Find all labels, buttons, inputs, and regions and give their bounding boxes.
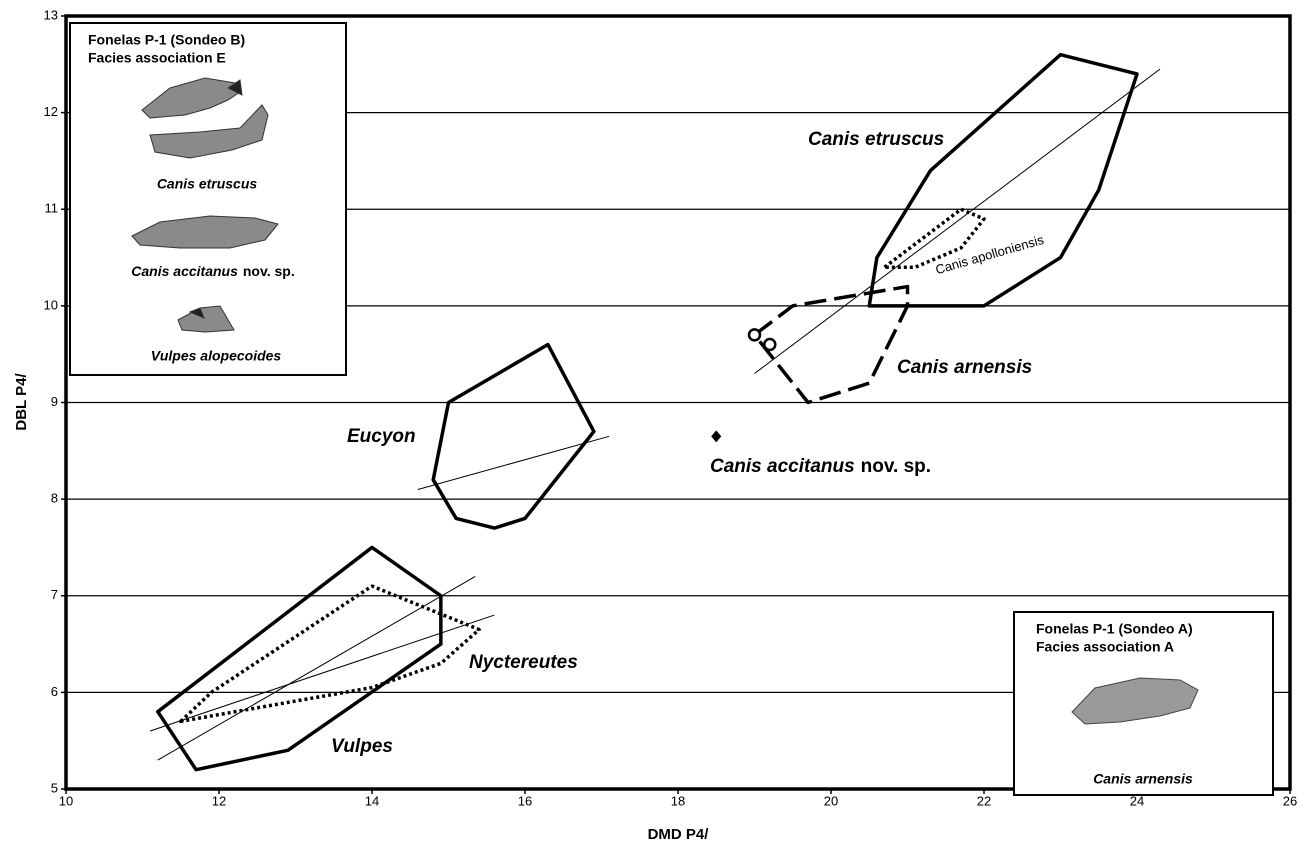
series-name: Canis arnensis xyxy=(897,357,1032,378)
x-tick-label: 12 xyxy=(212,793,226,808)
regression-line xyxy=(418,436,609,489)
series-name: Canis accitanus xyxy=(710,456,855,477)
regression-line xyxy=(150,615,494,731)
caption-name: Canis accitanus xyxy=(131,263,238,279)
range-polygon xyxy=(869,55,1137,306)
x-tick-label: 14 xyxy=(365,793,379,808)
y-tick-label: 7 xyxy=(51,587,58,602)
range-polygon xyxy=(433,345,594,529)
series-name: Vulpes xyxy=(331,736,393,757)
series-label: Eucyon xyxy=(347,426,416,447)
y-tick-label: 5 xyxy=(51,780,58,795)
y-tick-label: 10 xyxy=(44,297,58,312)
inset-caption: Canis etruscus xyxy=(157,176,258,192)
x-tick-label: 26 xyxy=(1283,793,1297,808)
x-tick-label: 22 xyxy=(977,793,991,808)
y-tick-label: 11 xyxy=(45,201,59,216)
y-tick-label: 13 xyxy=(44,7,58,22)
regression-line xyxy=(755,69,1160,373)
range-polygon xyxy=(181,586,479,721)
inset-title: Facies association E xyxy=(88,50,226,66)
series-name: Canis etruscus xyxy=(808,129,944,150)
series-qualifier: nov. sp. xyxy=(861,456,931,477)
series-name: Nyctereutes xyxy=(469,652,578,673)
x-tick-label: 20 xyxy=(824,793,838,808)
y-tick-label: 6 xyxy=(51,684,58,699)
series-label: Vulpes xyxy=(331,736,393,757)
series-label: Canis etruscus xyxy=(808,129,944,150)
y-tick-label: 9 xyxy=(51,394,58,409)
inset-caption: Canis accitanus nov. sp. xyxy=(131,263,294,279)
y-tick-label: 8 xyxy=(51,491,58,506)
caption-qualifier: nov. sp. xyxy=(243,263,295,279)
range-polygon xyxy=(158,547,441,769)
series-name: Eucyon xyxy=(347,426,416,447)
inset-box: Fonelas P-1 (Sondeo A) Facies association… xyxy=(1014,612,1273,795)
x-tick-label: 18 xyxy=(671,793,685,808)
range-polygon xyxy=(755,287,908,403)
x-axis-title: DMD P4/ xyxy=(648,826,710,843)
x-tick-label: 16 xyxy=(518,793,532,808)
y-axis-title: DBL P4/ xyxy=(13,373,30,431)
inset-title: Fonelas P-1 (Sondeo B) xyxy=(88,32,245,48)
inset-title: Facies association A xyxy=(1036,639,1174,655)
series-label: Canis accitanus nov. sp. xyxy=(710,456,931,477)
inset-caption: Canis arnensis xyxy=(1093,771,1193,787)
series-label: Canis apolloniensis xyxy=(934,232,1046,277)
series-label: Canis arnensis xyxy=(897,357,1032,378)
chart: DMD P4/ DBL P4/ 5 6 7 8 9 10 11 12 13 10 12 14 16 18 2… xyxy=(0,0,1309,847)
x-tick-label: 10 xyxy=(59,793,73,808)
inset-box: Fonelas P-1 (Sondeo B) Facies associatio… xyxy=(70,23,346,375)
inset-title: Fonelas P-1 (Sondeo A) xyxy=(1036,621,1193,637)
series-label: Nyctereutes xyxy=(469,652,578,673)
series-name: Canis apolloniensis xyxy=(934,232,1046,277)
inset-caption: Vulpes alopecoides xyxy=(151,348,282,364)
specimen-point xyxy=(711,430,721,442)
specimen-point xyxy=(764,339,775,350)
specimen-point xyxy=(749,329,760,340)
y-tick-label: 12 xyxy=(44,104,58,119)
